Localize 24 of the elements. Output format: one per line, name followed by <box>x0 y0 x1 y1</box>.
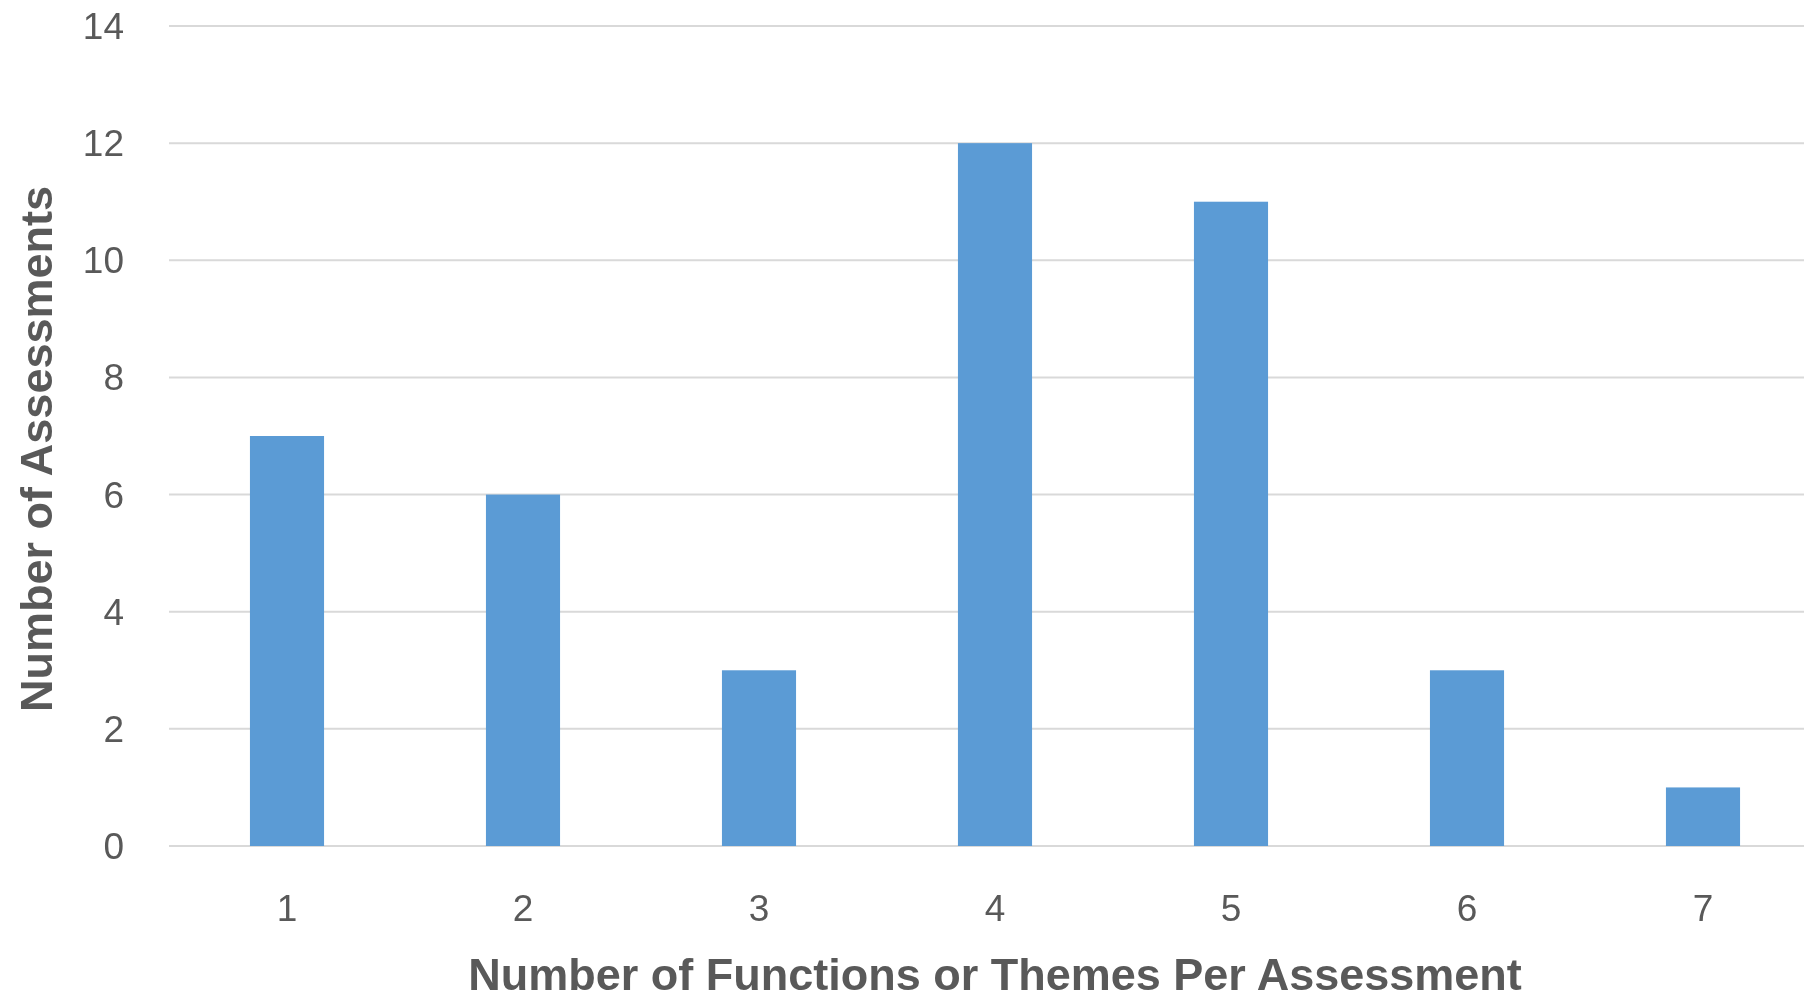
bar <box>1665 787 1741 846</box>
y-tick-label: 10 <box>82 240 124 282</box>
x-axis-title: Number of Functions or Themes Per Assessment <box>468 949 1522 996</box>
x-tick-label: 7 <box>1692 887 1714 929</box>
y-tick-label: 6 <box>103 474 124 516</box>
y-tick-label: 0 <box>103 825 124 867</box>
bar <box>957 143 1033 846</box>
bar <box>721 670 797 846</box>
y-tick-label: 8 <box>103 357 124 399</box>
x-tick-label: 1 <box>276 887 298 929</box>
y-tick-label: 4 <box>103 591 124 633</box>
bar <box>1429 670 1505 846</box>
y-axis-title: Number of Assessments <box>11 185 62 713</box>
bar <box>1193 201 1269 846</box>
y-tick-label: 12 <box>82 123 124 165</box>
bar <box>485 494 561 846</box>
x-tick-label: 5 <box>1220 887 1242 929</box>
bar <box>249 436 325 846</box>
x-tick-label: 4 <box>984 887 1006 929</box>
x-tick-label: 6 <box>1456 887 1478 929</box>
x-tick-label: 3 <box>748 887 770 929</box>
y-tick-label: 2 <box>103 708 124 750</box>
x-tick-label: 2 <box>512 887 534 929</box>
y-tick-label: 14 <box>82 5 124 47</box>
